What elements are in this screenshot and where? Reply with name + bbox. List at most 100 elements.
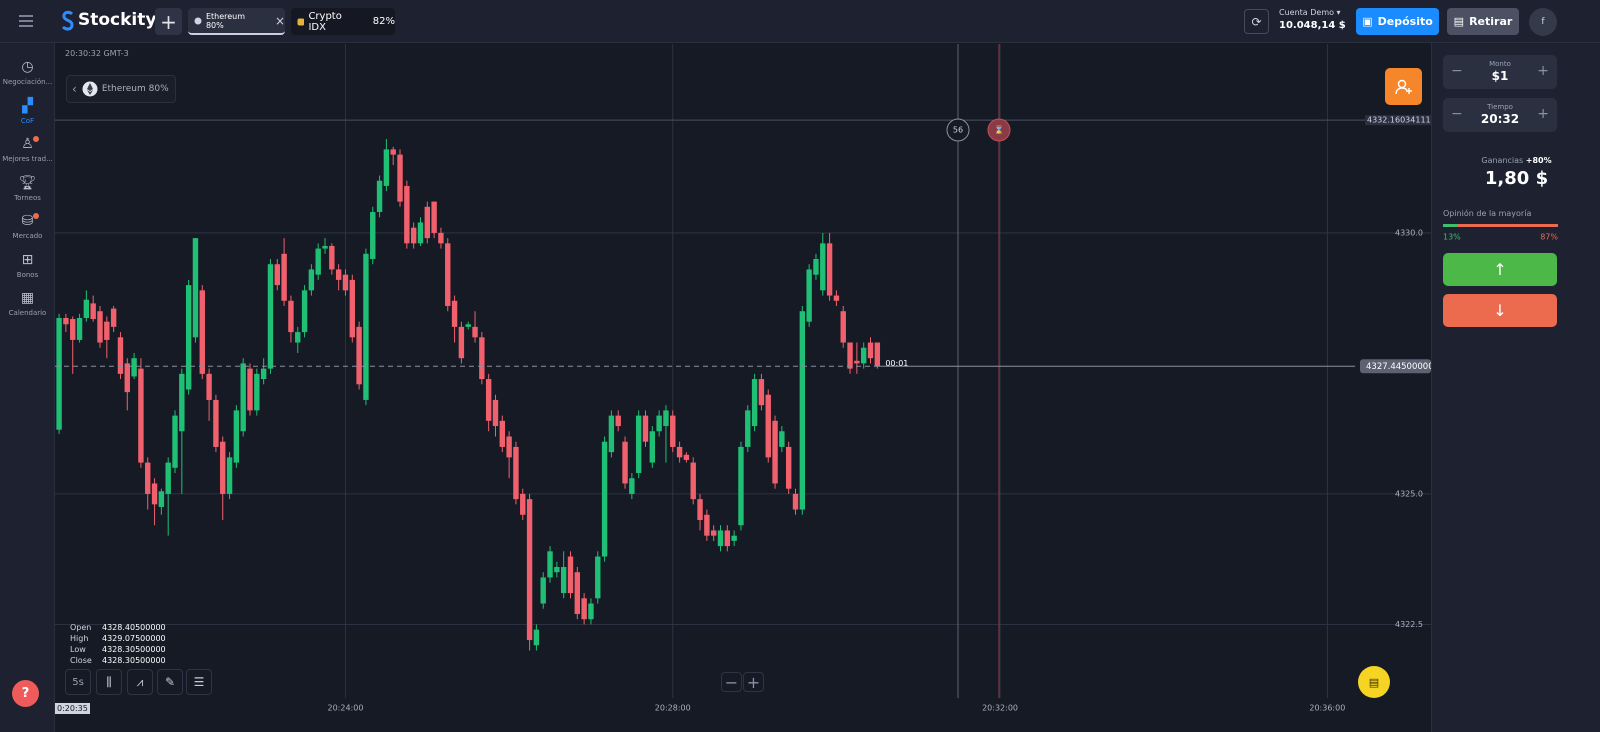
- zoom-in-button[interactable]: +: [743, 672, 764, 692]
- level-tag: [1365, 115, 1431, 126]
- trade-panel: − + Monto $1 − + Tiempo 20:32 Ganancias +8…: [1431, 43, 1600, 732]
- sidebar-icon[interactable]: ⊞: [21, 251, 34, 268]
- deposit-label: Depósito: [1377, 15, 1433, 28]
- candle-body: [376, 180, 383, 213]
- drawing-button[interactable]: ✎: [157, 669, 183, 695]
- help-button[interactable]: ?: [12, 680, 39, 707]
- indicators-button[interactable]: ⩘: [127, 669, 153, 695]
- countdown: 56: [953, 126, 963, 135]
- tab[interactable]: Crypto IDX 82%: [291, 8, 395, 35]
- candle-body: [785, 446, 792, 489]
- sidebar-icon[interactable]: ⛁: [21, 213, 34, 229]
- sidebar-icon[interactable]: ▞: [22, 97, 33, 114]
- opinion-label: 13%: [1443, 233, 1461, 242]
- candle-body: [431, 201, 437, 233]
- down-button[interactable]: ↓: [1443, 294, 1557, 327]
- candle-body: [629, 478, 635, 494]
- candle-body: [874, 342, 881, 367]
- layout-button[interactable]: ☰: [186, 669, 212, 695]
- chart-type-button[interactable]: ⫼: [96, 669, 122, 695]
- withdraw-button[interactable]: ▤ Retirar: [1447, 8, 1519, 35]
- candle-body: [601, 441, 608, 557]
- candle-body: [124, 363, 130, 393]
- ohlc-value: 4328.40500000: [102, 623, 166, 632]
- candle-body: [806, 269, 812, 322]
- amount: $1: [1491, 69, 1509, 83]
- sidebar-label: Negociación...: [2, 78, 53, 86]
- crosshair-time: 0:20:35: [55, 703, 90, 714]
- candle-body: [854, 360, 860, 364]
- candle-body: [833, 295, 840, 301]
- candle-body: [704, 514, 710, 536]
- candle-body: [206, 373, 212, 400]
- tab[interactable]: Ethereum 80% ×: [188, 8, 285, 35]
- candle-body: [410, 227, 417, 244]
- ohlc-label: High: [70, 634, 89, 643]
- plus[interactable]: +: [1537, 63, 1549, 79]
- plus[interactable]: +: [1537, 106, 1549, 122]
- candle-body: [417, 222, 424, 244]
- candle-body: [192, 238, 199, 338]
- sidebar-icon[interactable]: 🏆︎: [18, 174, 37, 191]
- tab-payout: 82%: [372, 16, 395, 27]
- chat-button[interactable]: ▤: [1358, 666, 1390, 698]
- candle-body: [254, 373, 260, 411]
- candle-body: [847, 342, 853, 369]
- sidebar-icon[interactable]: ▦: [20, 290, 35, 306]
- candle-body: [131, 358, 137, 377]
- logo-icon: [61, 10, 74, 31]
- minus[interactable]: −: [1451, 63, 1463, 79]
- candle-body: [83, 299, 90, 318]
- sidebar-icon[interactable]: ♙: [21, 136, 34, 152]
- countdown-circle: [946, 118, 970, 142]
- candle-body: [813, 259, 819, 275]
- withdraw-label: Retirar: [1469, 15, 1513, 28]
- candle-body: [690, 462, 696, 500]
- interval-button[interactable]: 5s: [65, 669, 91, 695]
- minus[interactable]: −: [1451, 106, 1463, 122]
- candle-body: [615, 415, 621, 427]
- deposit-button[interactable]: ▣ Depósito: [1356, 8, 1439, 35]
- time-box[interactable]: − + Tiempo 20:32: [1443, 98, 1557, 132]
- candle-body: [179, 373, 185, 432]
- candle-body: [547, 551, 553, 578]
- candle-body: [710, 530, 717, 536]
- ohlc-label: Open: [70, 623, 92, 632]
- tab-label: Crypto IDX: [308, 10, 342, 33]
- candle-body: [424, 206, 430, 239]
- candle-body: [820, 243, 826, 291]
- ohlc-value: 4329.07500000: [102, 634, 166, 643]
- asset-selector[interactable]: ‹ Ethereum 80%: [66, 75, 176, 103]
- candle-body: [588, 603, 594, 620]
- zoom-out-button[interactable]: −: [721, 672, 742, 692]
- account-type[interactable]: Cuenta Demo ▾: [1279, 8, 1341, 17]
- tab-close[interactable]: ×: [274, 13, 285, 28]
- avatar[interactable]: f: [1529, 8, 1557, 36]
- up-button[interactable]: ↑: [1443, 253, 1557, 286]
- ohlc-value: 4328.30500000: [102, 656, 166, 665]
- candle-body: [526, 499, 533, 641]
- candle-body: [554, 566, 560, 573]
- header: Stockity + Ethereum 80% × Crypto IDX 82%…: [0, 0, 1600, 43]
- sidebar-icon[interactable]: ◷: [21, 59, 34, 75]
- candle-body: [574, 572, 581, 614]
- level-label: 4332.16034111: [1367, 116, 1431, 125]
- candle-body: [772, 420, 778, 484]
- add-tab-button[interactable]: +: [155, 8, 182, 35]
- amount-box[interactable]: − + Monto $1: [1443, 55, 1557, 89]
- refresh-button[interactable]: ⟳: [1244, 9, 1269, 34]
- y-tick-label: 4325.0: [1395, 489, 1423, 498]
- menu-icon[interactable]: [18, 14, 34, 28]
- time-label: Tiempo: [1487, 103, 1513, 111]
- ohlc-row: High 4329.07500000: [70, 633, 166, 644]
- candle-body: [172, 415, 178, 468]
- notification-dot: [33, 136, 39, 142]
- amount-label: Monto: [1489, 60, 1511, 68]
- candle-body: [288, 300, 294, 333]
- candle-body: [274, 264, 280, 286]
- candle-body: [199, 290, 205, 374]
- candle-body: [260, 368, 267, 380]
- copy-trade-button[interactable]: [1385, 68, 1422, 105]
- candle-body: [642, 415, 649, 442]
